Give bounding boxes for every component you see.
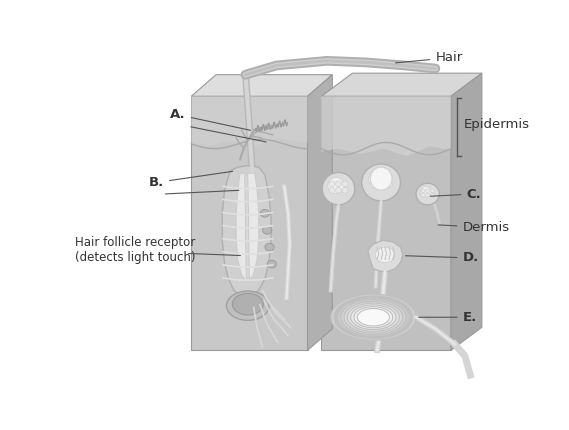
Polygon shape (236, 173, 259, 283)
Polygon shape (321, 96, 451, 350)
Polygon shape (191, 96, 307, 146)
Ellipse shape (344, 301, 403, 333)
Ellipse shape (329, 187, 335, 193)
Polygon shape (191, 75, 332, 96)
Ellipse shape (430, 189, 434, 193)
Polygon shape (451, 73, 482, 350)
Ellipse shape (370, 174, 377, 180)
Ellipse shape (426, 193, 430, 197)
Ellipse shape (416, 183, 439, 205)
Ellipse shape (370, 181, 377, 187)
Ellipse shape (336, 187, 341, 193)
Text: Hair: Hair (395, 51, 463, 64)
Ellipse shape (376, 247, 395, 263)
Ellipse shape (328, 177, 344, 194)
Ellipse shape (385, 174, 393, 180)
Ellipse shape (322, 172, 355, 205)
Polygon shape (191, 96, 307, 350)
Ellipse shape (336, 181, 341, 187)
Ellipse shape (378, 181, 385, 187)
Text: Hair follicle receptor
(detects light touch): Hair follicle receptor (detects light to… (75, 236, 196, 264)
Polygon shape (321, 73, 482, 96)
Ellipse shape (357, 308, 389, 326)
Ellipse shape (334, 296, 413, 338)
Ellipse shape (341, 300, 406, 335)
Ellipse shape (260, 209, 270, 217)
Text: C.: C. (430, 187, 481, 200)
Ellipse shape (265, 243, 274, 251)
Ellipse shape (232, 293, 263, 315)
Ellipse shape (368, 169, 387, 188)
Text: A.: A. (170, 108, 250, 130)
Ellipse shape (421, 193, 425, 197)
Ellipse shape (331, 294, 416, 341)
Ellipse shape (378, 174, 385, 180)
Ellipse shape (342, 181, 348, 187)
Text: Epidermis: Epidermis (463, 118, 529, 131)
Ellipse shape (267, 260, 277, 268)
Ellipse shape (337, 298, 409, 337)
Ellipse shape (226, 291, 269, 320)
Polygon shape (245, 175, 249, 279)
Ellipse shape (385, 181, 393, 187)
Ellipse shape (362, 164, 401, 201)
Polygon shape (222, 166, 271, 296)
Text: E.: E. (419, 311, 477, 324)
Ellipse shape (351, 305, 396, 329)
Text: B.: B. (149, 171, 233, 189)
Ellipse shape (347, 303, 399, 332)
Polygon shape (368, 240, 403, 272)
Text: Dermis: Dermis (438, 221, 510, 233)
Ellipse shape (421, 189, 425, 193)
Ellipse shape (370, 167, 392, 190)
Polygon shape (321, 96, 451, 157)
Text: D.: D. (406, 252, 479, 264)
Ellipse shape (329, 181, 335, 187)
Ellipse shape (426, 189, 430, 193)
Ellipse shape (430, 193, 434, 197)
Ellipse shape (342, 187, 348, 193)
Ellipse shape (354, 307, 393, 328)
Ellipse shape (420, 187, 431, 197)
Ellipse shape (262, 226, 272, 234)
Polygon shape (307, 75, 332, 350)
